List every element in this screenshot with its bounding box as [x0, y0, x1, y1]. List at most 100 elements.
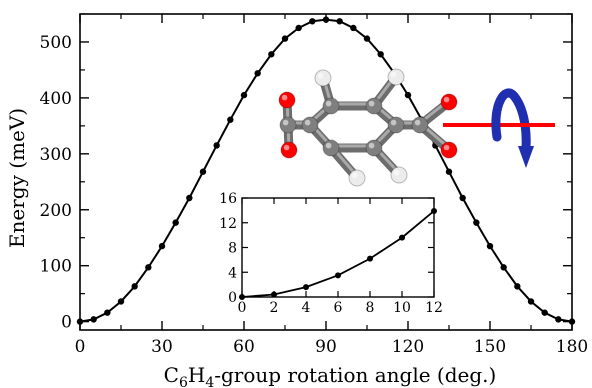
- oxygen-atom-highlight: [283, 144, 290, 151]
- data-point: [213, 142, 220, 149]
- carbon-atom-highlight: [390, 119, 397, 126]
- data-point: [117, 298, 125, 305]
- inset-data-point: [335, 272, 341, 279]
- inset-data-point: [367, 255, 373, 262]
- carbon-atom-highlight: [368, 100, 375, 107]
- hydrogen-atom-highlight: [317, 72, 324, 79]
- carbon-atom-highlight: [368, 142, 375, 149]
- x-tick-label: 120: [392, 337, 424, 357]
- data-point: [568, 318, 576, 325]
- inset-x-tick-label: 0: [238, 300, 247, 316]
- y-tick-label: 0: [61, 313, 72, 333]
- data-point: [527, 298, 535, 305]
- data-point: [90, 316, 97, 323]
- y-tick-label: 400: [40, 89, 72, 109]
- data-point: [363, 35, 371, 42]
- data-point: [445, 168, 453, 175]
- carbon-atom-highlight: [414, 119, 421, 126]
- data-point: [76, 318, 84, 325]
- x-tick-label: 150: [474, 337, 506, 357]
- x-axis-title: C6H4-group rotation angle (deg.): [164, 363, 497, 388]
- carbon-atom: [279, 116, 297, 134]
- oxygen-atom: [278, 91, 296, 109]
- inset-x-tick-label: 8: [366, 300, 375, 316]
- carbon-atom-highlight: [325, 100, 332, 107]
- x-tick-label: 180: [556, 337, 588, 357]
- inset-data-point: [399, 234, 405, 241]
- carbon-atom: [365, 97, 383, 115]
- oxygen-atom: [440, 93, 458, 111]
- data-point: [227, 116, 234, 123]
- data-point: [322, 16, 330, 23]
- data-point: [541, 309, 548, 316]
- y-axis-title: Energy (meV): [5, 108, 29, 248]
- inset-data-point: [271, 291, 277, 298]
- carbon-atom: [322, 139, 340, 157]
- inset-data-point: [431, 207, 437, 214]
- hydrogen-atom: [387, 68, 405, 86]
- inset-y-tick-label: 4: [228, 265, 237, 281]
- data-point: [240, 91, 248, 99]
- x-tick-label: 90: [315, 337, 337, 357]
- data-point: [377, 51, 384, 58]
- data-point: [172, 219, 179, 226]
- y-tick-label: 200: [40, 201, 72, 221]
- carbon-atom-highlight: [325, 142, 332, 149]
- inset-x-tick-label: 2: [270, 300, 279, 316]
- inset-data-point: [303, 284, 309, 291]
- carbon-atom: [387, 116, 405, 134]
- inset-x-tick-label: 12: [425, 300, 443, 316]
- data-point: [199, 168, 207, 175]
- oxygen-atom: [280, 141, 298, 159]
- carbon-atom: [365, 139, 383, 157]
- molecule-illustration: [278, 68, 555, 187]
- x-tick-label: 60: [233, 337, 255, 357]
- data-point: [186, 194, 193, 202]
- inset-plot: 0 2 4 6 8 10 12 0 4 8 12 16: [219, 191, 443, 316]
- data-point: [254, 70, 261, 77]
- oxygen-atom-highlight: [443, 96, 450, 103]
- inset-data-point: [239, 294, 245, 300]
- inset-y-tick-label: 8: [228, 241, 237, 257]
- inset-x-tick-label: 10: [393, 300, 411, 316]
- data-point: [295, 24, 302, 32]
- data-point: [309, 18, 316, 25]
- y-tick-label: 100: [40, 257, 72, 277]
- inset-x-tick-label: 6: [334, 300, 343, 316]
- data-point: [145, 264, 152, 271]
- carbon-atom-highlight: [304, 119, 311, 126]
- axis-labels: Energy (meV) C6H4-group rotation angle (…: [5, 108, 496, 388]
- carbon-atom: [411, 116, 429, 134]
- rotation-arrow-body: [491, 88, 531, 153]
- x-tick-label: 0: [75, 337, 86, 357]
- data-point: [336, 18, 343, 25]
- data-point: [473, 219, 480, 226]
- data-point: [104, 309, 111, 316]
- data-point: [486, 242, 494, 250]
- carbon-atom-highlight: [282, 119, 289, 126]
- oxygen-atom-highlight: [443, 144, 450, 151]
- y-tick-label: 300: [40, 145, 72, 165]
- inset-y-tick-label: 16: [219, 191, 237, 207]
- carbon-atom: [322, 97, 340, 115]
- oxygen-atom-highlight: [281, 94, 288, 101]
- inset-frame: [241, 197, 435, 298]
- inset-y-tick-label: 0: [228, 290, 237, 306]
- rotation-arrow-head: [518, 146, 534, 168]
- carbon-atom: [301, 116, 319, 134]
- x-tick-label: 30: [151, 337, 173, 357]
- inset-y-tick-label: 12: [219, 216, 237, 232]
- data-point: [514, 283, 521, 290]
- hydrogen-atom: [314, 69, 332, 87]
- hydrogen-atom-highlight: [390, 71, 397, 78]
- data-point: [500, 264, 507, 271]
- hydrogen-atom-highlight: [351, 172, 358, 179]
- hydrogen-atom-highlight: [393, 169, 400, 176]
- data-point: [555, 316, 562, 323]
- data-point: [404, 91, 412, 99]
- data-point: [459, 194, 466, 202]
- data-point: [281, 35, 289, 42]
- hydrogen-atom: [390, 166, 408, 184]
